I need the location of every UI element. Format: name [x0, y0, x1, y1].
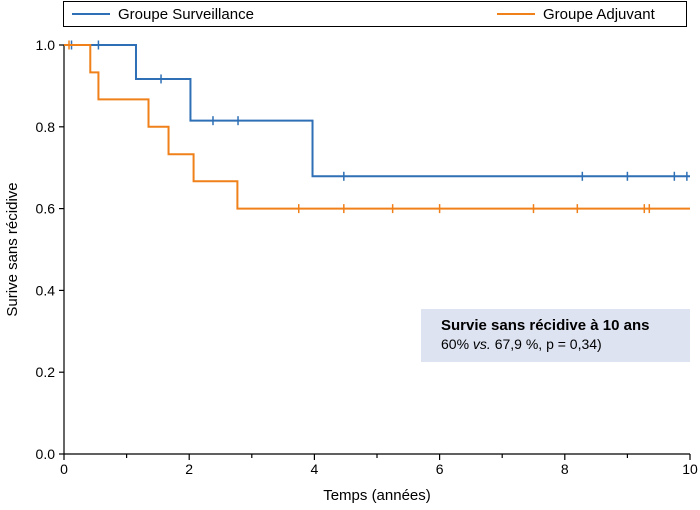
x-tick-label-5: 10 [682, 461, 698, 477]
y-axis-title: Surive sans récidive [4, 182, 21, 316]
annotation-stats-prefix: 60% [441, 336, 473, 352]
annotation-box: Survie sans récidive à 10 ans 60% vs. 67… [421, 309, 690, 362]
x-axis-title: Temps (années) [323, 487, 431, 504]
y-tick-label-5: 1.0 [36, 37, 56, 53]
annotation-title: Survie sans récidive à 10 ans [441, 317, 650, 334]
x-tick-label-3: 6 [436, 461, 444, 477]
x-tick-label-4: 8 [561, 461, 569, 477]
x-tick-label-1: 2 [185, 461, 193, 477]
y-tick-label-3: 0.6 [36, 201, 56, 217]
x-tick-label-0: 0 [60, 461, 68, 477]
x-tick-label-2: 4 [311, 461, 319, 477]
y-tick-label-2: 0.4 [36, 282, 56, 298]
annotation-stats-vs: vs. [472, 336, 491, 352]
annotation-stats: 60% vs. 67,9 %, p = 0,34) [441, 335, 690, 354]
y-tick-label-1: 0.2 [36, 364, 56, 380]
y-tick-label-4: 0.8 [36, 119, 56, 135]
legend-item-adjuvant: Groupe Adjuvant [497, 2, 655, 26]
legend-label-adjuvant: Groupe Adjuvant [543, 5, 655, 23]
legend-item-surveillance: Groupe Surveillance [72, 2, 254, 26]
y-tick-label-0: 0.0 [36, 446, 56, 462]
legend-label-surveillance: Groupe Surveillance [118, 5, 254, 23]
series-line-0 [64, 44, 690, 178]
annotation-stats-suffix: 67,9 %, p = 0,34) [490, 336, 602, 352]
legend: Groupe Surveillance Groupe Adjuvant [63, 1, 687, 27]
series-line-1 [64, 44, 690, 210]
legend-swatch-surveillance [72, 13, 110, 15]
legend-swatch-adjuvant [497, 13, 535, 15]
